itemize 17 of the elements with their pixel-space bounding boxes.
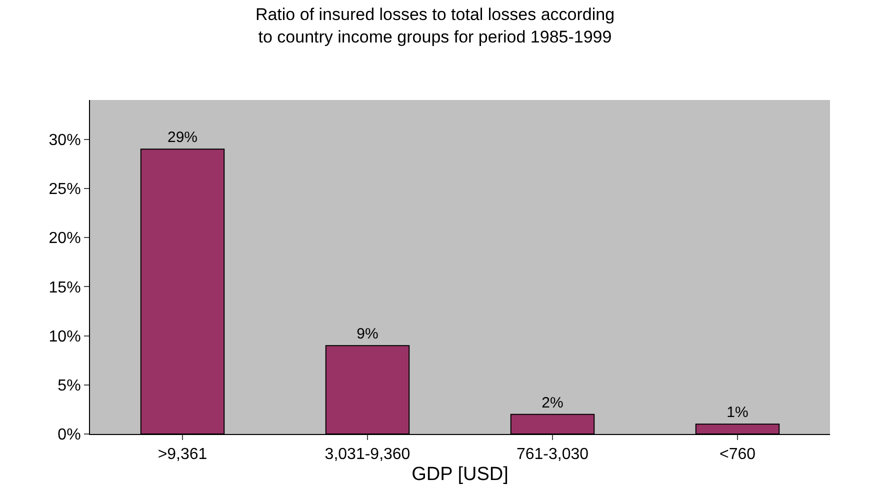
y-tick-label: 15% bbox=[48, 279, 81, 296]
x-tick-label: >9,361 bbox=[158, 446, 208, 464]
data-label: 2% bbox=[542, 394, 564, 412]
y-tick-label: 5% bbox=[58, 377, 81, 394]
data-label: 9% bbox=[356, 326, 378, 343]
data-label: 29% bbox=[167, 129, 198, 146]
y-tick-label: 10% bbox=[48, 328, 81, 346]
x-tick-label: 3,031-9,360 bbox=[324, 446, 410, 464]
x-tick-label: 761-3,030 bbox=[516, 446, 589, 464]
data-label: 1% bbox=[726, 404, 748, 422]
chart-title: Ratio of insured losses to total losses according to country income groups for period 1985-1999 bbox=[255, 5, 615, 46]
y-tick-label: 20% bbox=[48, 230, 81, 248]
y-tick-label: 25% bbox=[48, 181, 81, 198]
y-tick-label: 30% bbox=[48, 132, 81, 149]
x-tick-label: <760 bbox=[719, 446, 756, 464]
x-axis-title: GDP [USD] bbox=[412, 464, 508, 485]
y-tick-label: 0% bbox=[58, 426, 81, 444]
